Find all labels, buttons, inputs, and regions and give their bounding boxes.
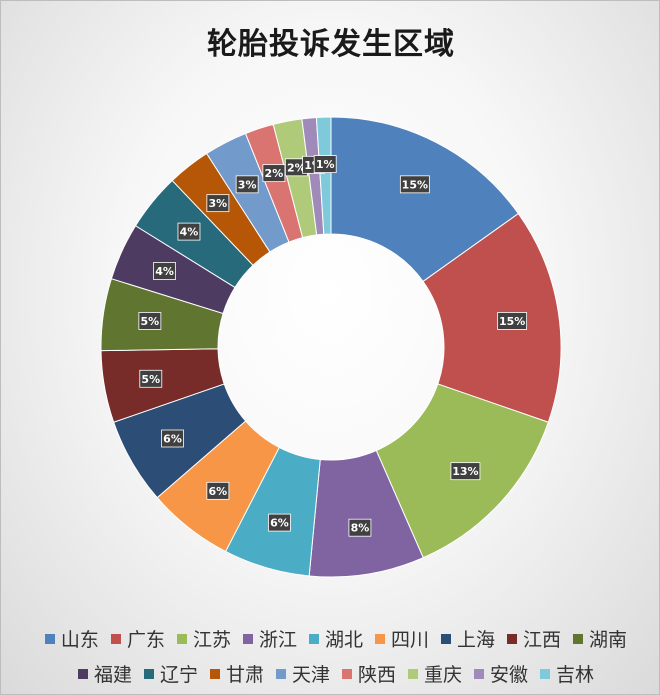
legend-label: 福建 — [93, 664, 132, 686]
legend-item-四川: 四川 — [375, 625, 429, 652]
svg-text:2%: 2% — [287, 161, 306, 174]
svg-text:2%: 2% — [265, 167, 284, 180]
slice-label-福建: 4% — [153, 262, 176, 280]
legend-label: 广东 — [126, 629, 165, 651]
legend-label: 湖北 — [324, 629, 363, 651]
legend-label: 山东 — [60, 629, 99, 651]
legend-swatch — [77, 668, 88, 679]
slice-label-山东: 15% — [399, 175, 430, 194]
svg-text:1%: 1% — [316, 158, 335, 171]
donut-slice-山东 — [330, 116, 520, 283]
legend-swatch — [308, 633, 319, 644]
svg-text:15%: 15% — [402, 178, 428, 191]
legend-label: 安徽 — [490, 664, 529, 686]
legend-label: 重庆 — [424, 664, 463, 686]
legend-swatch — [209, 668, 220, 679]
slice-label-四川: 6% — [206, 481, 230, 500]
legend-swatch — [540, 668, 551, 679]
slice-label-湖南: 5% — [138, 312, 162, 330]
slice-label-江苏: 13% — [450, 462, 481, 481]
legend-item-山东: 山东 — [44, 625, 99, 652]
legend-swatch — [573, 633, 584, 644]
legend-swatch — [375, 633, 385, 644]
legend-item-湖南: 湖南 — [573, 625, 627, 652]
legend-item-上海: 上海 — [441, 625, 495, 652]
legend-item-浙江: 浙江 — [242, 625, 297, 652]
legend-label: 江苏 — [192, 629, 231, 651]
legend-swatch — [474, 668, 485, 679]
slice-label-江西: 5% — [139, 369, 163, 388]
slice-label-湖北: 6% — [268, 513, 291, 532]
slice-label-重庆: 2% — [284, 158, 308, 177]
legend-swatch — [275, 668, 286, 679]
legend-label: 天津 — [291, 664, 330, 686]
legend-item-天津: 天津 — [275, 660, 330, 687]
legend-swatch — [441, 633, 452, 644]
legend-item-重庆: 重庆 — [408, 660, 462, 687]
legend-swatch — [342, 668, 352, 679]
donut-slice-吉林 — [315, 116, 332, 235]
legend: 山东 广东 江苏 浙江 湖北 四川 上海 江西 湖南福建 辽宁 甘肃 天津 陕西 重庆 安徽 吉林 — [41, 625, 631, 687]
slice-label-辽宁: 4% — [177, 222, 201, 241]
legend-swatch — [44, 633, 55, 644]
svg-text:4%: 4% — [155, 265, 174, 278]
legend-label: 吉林 — [556, 664, 595, 686]
legend-swatch — [143, 668, 154, 679]
legend-item-福建: 福建 — [77, 660, 132, 687]
legend-swatch — [110, 633, 121, 644]
legend-label: 四川 — [391, 629, 430, 651]
svg-text:3%: 3% — [209, 197, 228, 210]
legend-label: 上海 — [457, 629, 496, 651]
svg-text:13%: 13% — [452, 465, 478, 478]
legend-item-湖北: 湖北 — [308, 625, 363, 652]
slice-label-陕西: 2% — [262, 164, 286, 183]
donut-slice-广东 — [422, 212, 562, 423]
svg-text:8%: 8% — [351, 522, 370, 535]
chart-title: 轮胎投诉发生区域 — [207, 27, 455, 62]
slice-label-广东: 15% — [497, 312, 528, 330]
svg-text:4%: 4% — [180, 226, 199, 239]
legend-item-吉林: 吉林 — [540, 660, 594, 687]
legend-item-江西: 江西 — [507, 625, 561, 652]
svg-text:6%: 6% — [209, 485, 228, 498]
legend-label: 湖南 — [589, 629, 628, 651]
legend-label: 辽宁 — [159, 664, 198, 686]
svg-text:3%: 3% — [238, 178, 257, 191]
slice-label-甘肃: 3% — [206, 194, 230, 213]
svg-text:6%: 6% — [163, 433, 182, 446]
svg-text:6%: 6% — [270, 517, 289, 530]
legend-swatch — [507, 633, 518, 644]
svg-text:5%: 5% — [141, 373, 160, 386]
legend-swatch — [176, 633, 187, 644]
legend-label: 江西 — [523, 629, 562, 651]
svg-text:5%: 5% — [141, 315, 160, 328]
legend-item-安徽: 安徽 — [474, 660, 528, 687]
slice-label-上海: 6% — [161, 429, 184, 448]
legend-label: 浙江 — [258, 629, 297, 651]
legend-item-甘肃: 甘肃 — [209, 660, 264, 687]
legend-item-广东: 广东 — [110, 625, 165, 652]
donut-chart: 15%15%13%8%6%6%6%5%5%4%4%3%3%2% 2%1%1% — [100, 116, 562, 578]
legend-label: 甘肃 — [225, 664, 264, 686]
slice-label-天津: 3% — [235, 175, 259, 194]
legend-swatch — [408, 668, 419, 679]
svg-text:15%: 15% — [499, 315, 525, 328]
legend-item-江苏: 江苏 — [176, 625, 231, 652]
slice-label-吉林: 1% — [313, 155, 337, 173]
legend-swatch — [242, 633, 253, 644]
legend-item-辽宁: 辽宁 — [143, 660, 198, 687]
slice-label-浙江: 8% — [348, 518, 372, 537]
legend-label: 陕西 — [358, 664, 397, 686]
legend-item-陕西: 陕西 — [342, 660, 396, 687]
